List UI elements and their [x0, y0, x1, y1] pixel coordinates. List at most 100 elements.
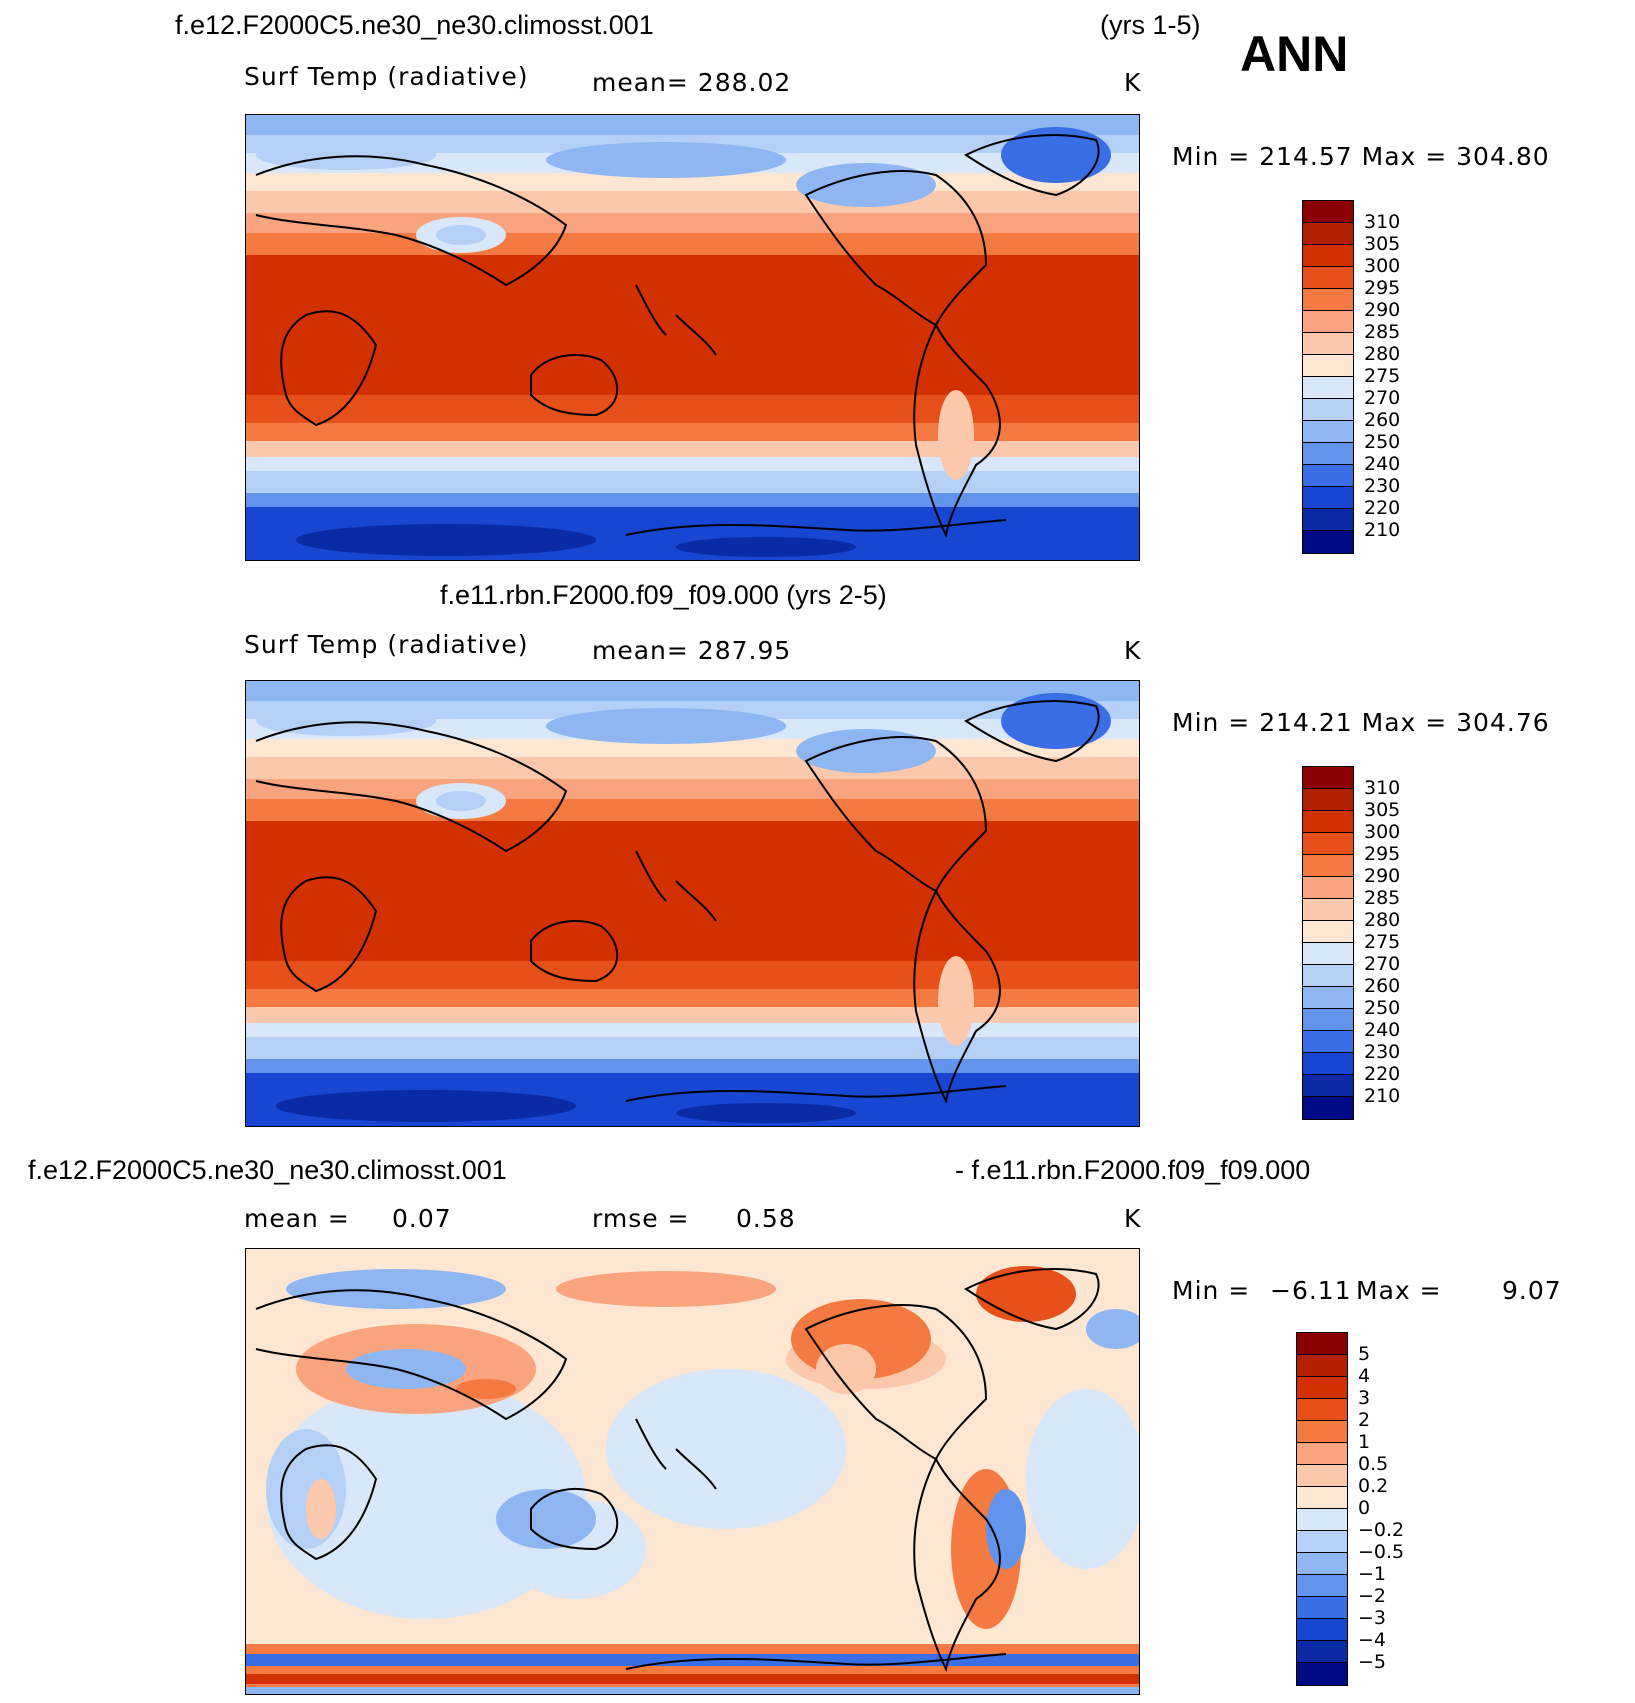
colorbar-swatch — [1297, 1531, 1347, 1553]
colorbar-swatch — [1297, 1333, 1347, 1355]
colorbar-swatch — [1303, 267, 1353, 289]
colorbar-tick-label: 290 — [1364, 299, 1401, 321]
colorbar-swatch — [1303, 443, 1353, 465]
panel1-minmax: Min = 214.57 Max = 304.80 — [1172, 142, 1550, 171]
panel2-minmax: Min = 214.21 Max = 304.76 — [1172, 708, 1550, 737]
colorbar-tick-label: 3 — [1358, 1387, 1371, 1409]
panel1-years: (yrs 1-5) — [1100, 10, 1201, 40]
colorbar-swatch — [1297, 1443, 1347, 1465]
colorbar-tick-label: 0 — [1358, 1497, 1371, 1519]
colorbar-swatch — [1303, 201, 1353, 223]
panel2-mean: mean= 287.95 — [592, 636, 792, 665]
colorbar-swatch — [1303, 333, 1353, 355]
colorbar-swatch — [1303, 465, 1353, 487]
colorbar-tick-label: 295 — [1364, 843, 1401, 865]
panel3-max-label: Max = — [1356, 1276, 1442, 1305]
colorbar-tick-label: 275 — [1364, 365, 1401, 387]
colorbar-swatch — [1303, 987, 1353, 1009]
colorbar-swatch — [1303, 833, 1353, 855]
colorbar-swatch — [1303, 509, 1353, 531]
colorbar-tick-label: 295 — [1364, 277, 1401, 299]
panel2-case-title: f.e11.rbn.F2000.f09_f09.000 (yrs 2-5) — [440, 580, 887, 610]
panel3-mean-label: mean = — [244, 1204, 350, 1233]
colorbar-swatch — [1297, 1399, 1347, 1421]
colorbar-swatch — [1303, 421, 1353, 443]
colorbar-swatch — [1297, 1663, 1347, 1685]
colorbar-tick-label: 285 — [1364, 887, 1401, 909]
panel2-variable: Surf Temp (radiative) — [244, 630, 529, 659]
colorbar-tick-label: −5 — [1358, 1651, 1387, 1673]
colorbar-swatch — [1303, 767, 1353, 789]
colorbar-tick-label: 250 — [1364, 431, 1401, 453]
colorbar-swatch — [1297, 1487, 1347, 1509]
panel1-colorbar — [1302, 200, 1354, 554]
colorbar-tick-label: 280 — [1364, 343, 1401, 365]
panel3-mean-value: 0.07 — [392, 1204, 452, 1233]
colorbar-swatch — [1303, 399, 1353, 421]
colorbar-tick-label: 285 — [1364, 321, 1401, 343]
colorbar-tick-label: 240 — [1364, 453, 1401, 475]
colorbar-tick-label: 210 — [1364, 519, 1401, 541]
colorbar-tick-label: −0.2 — [1358, 1519, 1405, 1541]
colorbar-swatch — [1303, 1075, 1353, 1097]
colorbar-tick-label: 260 — [1364, 975, 1401, 997]
colorbar-swatch — [1303, 355, 1353, 377]
colorbar-tick-label: 5 — [1358, 1343, 1371, 1365]
colorbar-tick-label: 310 — [1364, 777, 1401, 799]
colorbar-swatch — [1297, 1509, 1347, 1531]
panel3-min-label: Min = — [1172, 1276, 1251, 1305]
colorbar-tick-label: 300 — [1364, 255, 1401, 277]
panel3-map-field — [246, 1249, 1139, 1694]
colorbar-tick-label: 220 — [1364, 497, 1401, 519]
panel1-map-field — [246, 115, 1139, 560]
colorbar-tick-label: 290 — [1364, 865, 1401, 887]
panel3-case-title: f.e12.F2000C5.ne30_ne30.climosst.001 — [28, 1155, 507, 1185]
panel3-colorbar-segments — [1297, 1333, 1347, 1685]
colorbar-swatch — [1303, 1009, 1353, 1031]
colorbar-swatch — [1297, 1619, 1347, 1641]
colorbar-tick-label: −3 — [1358, 1607, 1387, 1629]
colorbar-swatch — [1303, 1031, 1353, 1053]
colorbar-swatch — [1297, 1575, 1347, 1597]
panel2-colorbar — [1302, 766, 1354, 1120]
colorbar-swatch — [1303, 1053, 1353, 1075]
colorbar-tick-label: 220 — [1364, 1063, 1401, 1085]
colorbar-swatch — [1297, 1553, 1347, 1575]
panel3-min-value: −6.11 — [1270, 1276, 1352, 1305]
colorbar-tick-label: −2 — [1358, 1585, 1387, 1607]
colorbar-swatch — [1303, 377, 1353, 399]
colorbar-swatch — [1303, 943, 1353, 965]
panel1-variable: Surf Temp (radiative) — [244, 62, 529, 91]
panel3-max-value: 9.07 — [1502, 1276, 1562, 1305]
panel2-map — [245, 680, 1140, 1127]
colorbar-tick-label: 0.2 — [1358, 1475, 1389, 1497]
colorbar-swatch — [1303, 899, 1353, 921]
colorbar-swatch — [1303, 855, 1353, 877]
colorbar-tick-label: 310 — [1364, 211, 1401, 233]
panel1-mean: mean= 288.02 — [592, 68, 792, 97]
colorbar-swatch — [1297, 1355, 1347, 1377]
colorbar-swatch — [1303, 965, 1353, 987]
colorbar-tick-label: 260 — [1364, 409, 1401, 431]
colorbar-swatch — [1303, 811, 1353, 833]
season-label: ANN — [1240, 26, 1349, 82]
colorbar-tick-label: 230 — [1364, 1041, 1401, 1063]
colorbar-tick-label: 275 — [1364, 931, 1401, 953]
colorbar-tick-label: 210 — [1364, 1085, 1401, 1107]
colorbar-tick-label: 1 — [1358, 1431, 1371, 1453]
colorbar-swatch — [1297, 1465, 1347, 1487]
panel1-units: K — [1124, 68, 1142, 97]
panel1-colorbar-segments — [1303, 201, 1353, 553]
colorbar-tick-label: −4 — [1358, 1629, 1387, 1651]
panel2-units: K — [1124, 636, 1142, 665]
colorbar-tick-label: 280 — [1364, 909, 1401, 931]
colorbar-tick-label: 4 — [1358, 1365, 1371, 1387]
colorbar-swatch — [1303, 245, 1353, 267]
colorbar-tick-label: 0.5 — [1358, 1453, 1389, 1475]
panel3-rmse-label: rmse = — [592, 1204, 690, 1233]
colorbar-tick-label: 305 — [1364, 233, 1401, 255]
colorbar-tick-label: 240 — [1364, 1019, 1401, 1041]
colorbar-swatch — [1303, 921, 1353, 943]
colorbar-swatch — [1303, 531, 1353, 553]
panel3-map — [245, 1248, 1140, 1695]
